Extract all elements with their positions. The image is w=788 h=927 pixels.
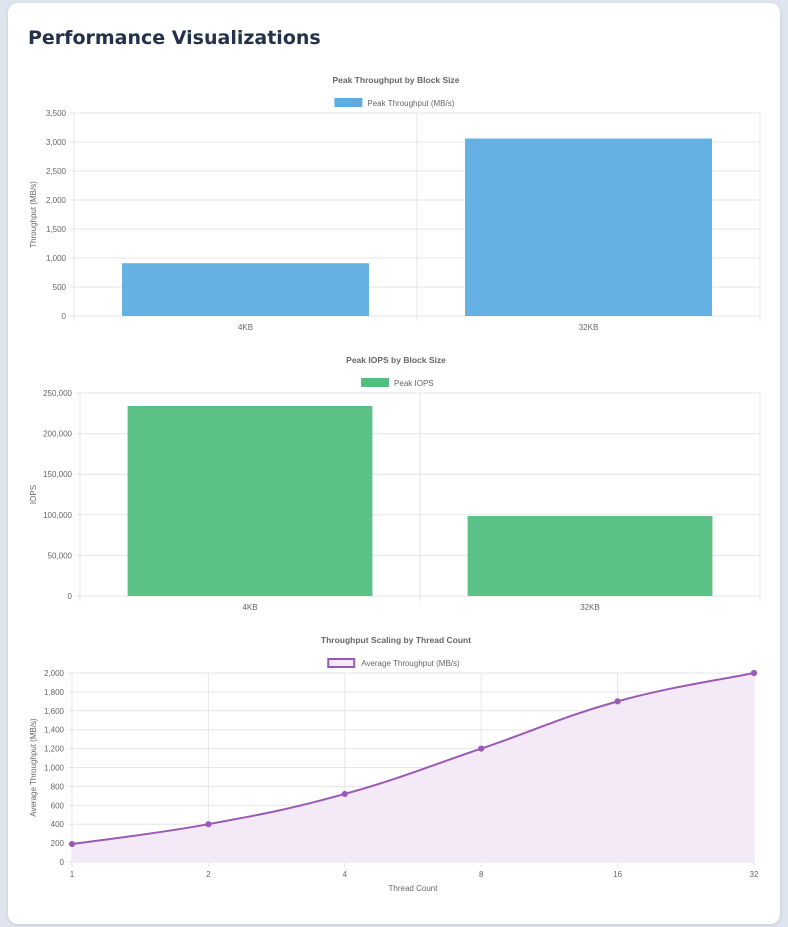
throughput-legend-swatch — [334, 98, 363, 107]
iops-legend-label: Peak IOPS — [394, 379, 434, 388]
scaling-point — [478, 745, 485, 752]
scaling-chart: Throughput Scaling by Thread Count Averag… — [29, 635, 759, 893]
scaling-point — [614, 698, 621, 705]
scaling-ytick-label: 1,800 — [44, 688, 65, 697]
throughput-ytick-label: 2,500 — [46, 167, 67, 176]
iops-bar — [467, 516, 713, 596]
throughput-bar — [122, 263, 369, 316]
scaling-ytick-label: 0 — [60, 858, 65, 867]
throughput-xtick-label: 32KB — [579, 323, 599, 332]
throughput-ytick-label: 1,000 — [46, 254, 67, 263]
scaling-ytick-label: 1,400 — [44, 726, 65, 735]
scaling-point — [205, 821, 212, 828]
scaling-ytick-label: 400 — [51, 820, 65, 829]
iops-xtick-label: 4KB — [242, 603, 257, 612]
iops-ytick-label: 150,000 — [43, 470, 72, 479]
scaling-ytick-label: 1,000 — [44, 764, 65, 773]
throughput-bar — [465, 138, 712, 316]
scaling-point — [341, 790, 348, 798]
iops-ytick-label: 100,000 — [43, 511, 72, 520]
scaling-xtick-label: 16 — [613, 870, 622, 879]
scaling-legend-swatch — [327, 658, 356, 668]
iops-ytick-label: 0 — [68, 592, 73, 601]
scaling-legend-label: Average Throughput (MB/s) — [361, 659, 460, 668]
throughput-xtick-label: 4KB — [238, 323, 253, 332]
iops-ytick-label: 200,000 — [43, 430, 72, 439]
throughput-chart: Peak Throughput by Block Size Peak Throug… — [29, 75, 761, 332]
iops-bar — [127, 405, 373, 596]
scaling-ytick-label: 1,200 — [44, 745, 65, 754]
iops-title: Peak IOPS by Block Size — [346, 355, 446, 365]
scaling-xlabel: Thread Count — [389, 884, 439, 893]
scaling-point — [68, 840, 76, 848]
scaling-xtick-label: 2 — [206, 870, 211, 879]
throughput-title: Peak Throughput by Block Size — [332, 75, 459, 85]
scaling-series-line — [71, 672, 755, 846]
scaling-ytick-label: 800 — [51, 782, 65, 791]
visualizations-card: Performance Visualizations Peak Throughp… — [8, 3, 780, 924]
iops-xtick-label: 32KB — [580, 603, 600, 612]
throughput-ytick-label: 1,500 — [46, 225, 67, 234]
throughput-legend-label: Peak Throughput (MB/s) — [367, 99, 454, 108]
throughput-ytick-label: 2,000 — [46, 196, 67, 205]
scaling-area-fill — [72, 673, 754, 862]
scaling-point — [750, 669, 758, 677]
throughput-ytick-label: 3,500 — [46, 109, 67, 118]
scaling-ytick-label: 1,600 — [44, 707, 65, 716]
scaling-ytick-label: 600 — [51, 801, 65, 810]
iops-chart: Peak IOPS by Block Size Peak IOPS 0 50,000 1… — [29, 355, 761, 612]
iops-ytick-label: 250,000 — [43, 389, 72, 398]
iops-ylabel: IOPS — [29, 485, 38, 504]
throughput-ytick-label: 3,000 — [46, 138, 67, 147]
scaling-xtick-label: 1 — [70, 870, 75, 879]
throughput-ytick-label: 500 — [53, 283, 67, 292]
scaling-xtick-label: 32 — [750, 870, 759, 879]
scaling-ytick-label: 2,000 — [44, 669, 65, 678]
throughput-ylabel: Throughput (MB/s) — [29, 181, 38, 248]
iops-ytick-label: 50,000 — [48, 551, 73, 560]
scaling-xtick-label: 4 — [343, 870, 348, 879]
page-title: Performance Visualizations — [28, 27, 321, 49]
iops-legend-swatch — [361, 378, 390, 387]
scaling-xtick-label: 8 — [479, 870, 484, 879]
scaling-ytick-label: 200 — [51, 839, 65, 848]
throughput-ytick-label: 0 — [62, 312, 67, 321]
scaling-ylabel: Average Throughput (MB/s) — [29, 718, 38, 817]
scaling-title: Throughput Scaling by Thread Count — [321, 635, 471, 645]
